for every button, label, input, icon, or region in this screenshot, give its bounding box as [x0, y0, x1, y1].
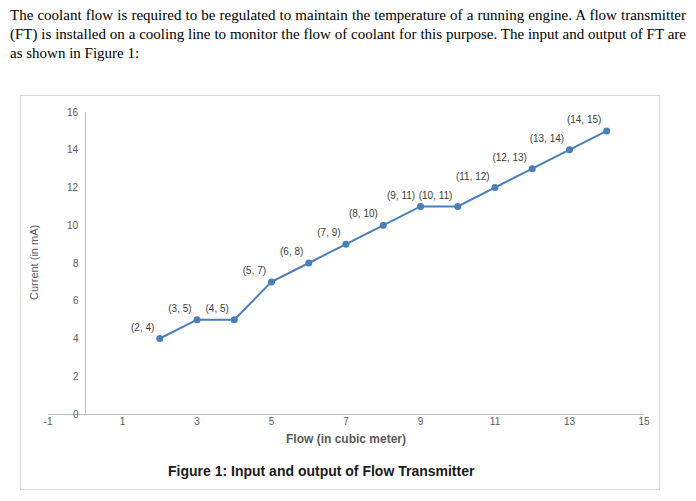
svg-text:8: 8	[73, 258, 79, 269]
svg-text:14: 14	[67, 144, 79, 155]
svg-text:3: 3	[194, 416, 200, 427]
svg-text:15: 15	[638, 416, 650, 427]
html-text:The coolant flow is required t: The coolant flow is required to be regul…	[10, 7, 686, 61]
svg-text:-1: -1	[44, 416, 53, 427]
svg-text:5: 5	[269, 416, 275, 427]
svg-text:(12, 13): (12, 13)	[492, 152, 526, 163]
svg-text:(11, 12): (11, 12)	[456, 171, 490, 182]
svg-text:6: 6	[73, 295, 79, 306]
svg-text:(2, 4): (2, 4)	[131, 322, 154, 333]
svg-text:12: 12	[67, 182, 79, 193]
svg-text:(14, 15): (14, 15)	[567, 114, 601, 125]
svg-text:0: 0	[73, 409, 79, 420]
svg-text:(5, 7): (5, 7)	[243, 265, 266, 276]
svg-text:(8, 10): (8, 10)	[349, 208, 378, 219]
svg-text:10: 10	[67, 220, 79, 231]
svg-text:Current (in mA): Current (in mA)	[28, 225, 40, 300]
svg-text:13: 13	[564, 416, 576, 427]
svg-text:(4, 5): (4, 5)	[206, 303, 229, 314]
svg-text:(10, 11): (10, 11)	[419, 190, 453, 201]
svg-text:4: 4	[73, 333, 79, 344]
svg-text:2: 2	[73, 371, 79, 382]
svg-text:16: 16	[67, 107, 79, 118]
svg-text:11: 11	[490, 416, 501, 427]
svg-text:9: 9	[418, 416, 424, 427]
svg-text:(13, 14): (13, 14)	[530, 133, 564, 144]
svg-text:1: 1	[120, 416, 126, 427]
svg-text:(9, 11): (9, 11)	[387, 190, 415, 201]
svg-text:(7, 9): (7, 9)	[317, 227, 340, 238]
svg-text:7: 7	[343, 416, 349, 427]
svg-text:(3, 5): (3, 5)	[168, 303, 191, 314]
svg-text:(6, 8): (6, 8)	[280, 246, 303, 257]
svg-text:Figure 1: Input and output of: Figure 1: Input and output of Flow Trans…	[168, 463, 475, 479]
svg-text:Flow (in cubic meter): Flow (in cubic meter)	[286, 432, 406, 446]
